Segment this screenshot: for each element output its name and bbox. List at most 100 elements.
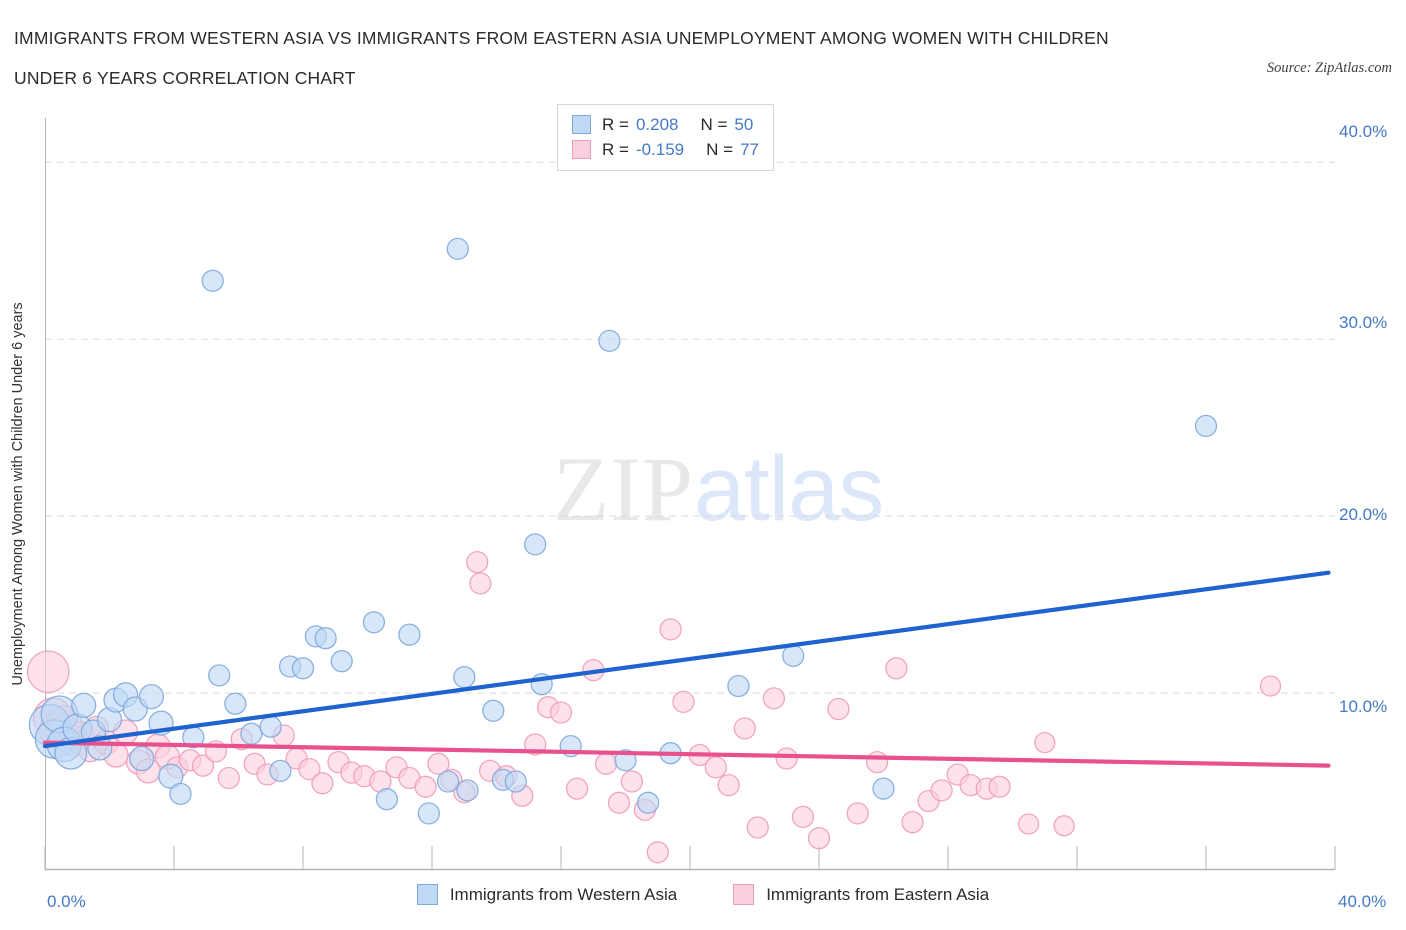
- data-point[interactable]: [733, 717, 756, 740]
- data-point[interactable]: [311, 772, 334, 795]
- data-point[interactable]: [827, 697, 850, 721]
- data-point[interactable]: [240, 722, 263, 745]
- data-point[interactable]: [727, 674, 750, 698]
- trendline: [42, 740, 1331, 768]
- data-point[interactable]: [775, 747, 798, 770]
- data-point[interactable]: [930, 779, 953, 802]
- data-point[interactable]: [138, 683, 165, 710]
- data-point[interactable]: [672, 690, 695, 714]
- data-point[interactable]: [598, 329, 621, 353]
- page-title-line-1: IMMIGRANTS FROM WESTERN ASIA VS IMMIGRAN…: [14, 28, 1109, 48]
- data-point[interactable]: [782, 644, 805, 668]
- y-tick-label-10: 10.0%: [1339, 697, 1388, 716]
- y-tick-label-20: 20.0%: [1339, 505, 1388, 524]
- data-point[interactable]: [158, 763, 184, 789]
- trendline: [42, 570, 1331, 749]
- stat-r-value-pink: -0.159: [635, 139, 685, 159]
- data-point[interactable]: [504, 770, 527, 793]
- data-point[interactable]: [885, 657, 908, 680]
- page-title-line-2: UNDER 6 YEARS CORRELATION CHART: [14, 68, 356, 88]
- y-tick-label-30: 30.0%: [1339, 313, 1388, 332]
- data-point[interactable]: [427, 752, 450, 775]
- data-point[interactable]: [417, 802, 440, 825]
- data-point[interactable]: [469, 572, 492, 595]
- source-attribution: Source: ZipAtlas.com: [1266, 60, 1392, 76]
- correlation-stats-legend: R = 0.208 N = 50 R = -0.159 N = 77: [557, 104, 774, 171]
- data-point[interactable]: [362, 611, 386, 634]
- data-point[interactable]: [636, 791, 660, 814]
- data-point[interactable]: [872, 777, 895, 800]
- data-point[interactable]: [71, 692, 97, 719]
- stat-n-value-blue: 50: [734, 114, 754, 134]
- data-point[interactable]: [865, 750, 889, 774]
- data-point[interactable]: [466, 550, 489, 574]
- data-point[interactable]: [1194, 414, 1218, 438]
- data-point[interactable]: [988, 775, 1011, 798]
- data-point[interactable]: [1034, 731, 1056, 754]
- data-point[interactable]: [791, 805, 815, 829]
- stat-r-label-blue: R =: [602, 114, 629, 134]
- data-point[interactable]: [208, 664, 231, 687]
- stat-r-value-blue: 0.208: [635, 114, 679, 134]
- legend-item-western-asia[interactable]: Immigrants from Western Asia: [416, 884, 678, 905]
- stat-row-eastern-asia: R = -0.159 N = 77: [572, 137, 759, 162]
- data-point[interactable]: [26, 650, 70, 694]
- data-point[interactable]: [717, 773, 740, 797]
- stat-n-label-blue: N =: [700, 114, 728, 134]
- data-point[interactable]: [549, 701, 573, 724]
- stat-swatch-blue-icon: [572, 115, 591, 134]
- data-point[interactable]: [453, 665, 476, 689]
- stat-r-label-pink: R =: [602, 139, 629, 159]
- data-point[interactable]: [314, 627, 337, 650]
- data-point[interactable]: [646, 841, 669, 864]
- data-point[interactable]: [375, 788, 399, 811]
- data-point[interactable]: [169, 782, 192, 806]
- data-point[interactable]: [762, 687, 786, 710]
- legend-swatch-pink-icon: [733, 884, 755, 905]
- plot-area: [26, 118, 1336, 871]
- y-axis-title: Unemployment Among Women with Children U…: [10, 302, 26, 686]
- data-point[interactable]: [224, 692, 247, 715]
- data-point[interactable]: [436, 770, 460, 793]
- data-point[interactable]: [620, 770, 644, 793]
- series-legend: Immigrants from Western Asia Immigrants …: [0, 884, 1406, 905]
- x-axis-ticks: [44, 846, 1336, 870]
- data-point[interactable]: [291, 657, 315, 680]
- data-point[interactable]: [746, 816, 769, 839]
- scatter-plot-canvas: [26, 118, 1336, 871]
- page-title: IMMIGRANTS FROM WESTERN ASIA VS IMMIGRAN…: [14, 18, 1214, 98]
- data-point[interactable]: [330, 650, 353, 673]
- data-point[interactable]: [446, 237, 469, 261]
- data-point[interactable]: [482, 699, 505, 722]
- data-point[interactable]: [191, 754, 215, 777]
- data-point[interactable]: [524, 533, 547, 556]
- y-tick-label-40: 40.0%: [1339, 122, 1388, 141]
- data-point[interactable]: [456, 779, 479, 802]
- data-point[interactable]: [1017, 813, 1040, 835]
- data-point[interactable]: [846, 802, 869, 825]
- data-point[interactable]: [1053, 815, 1075, 837]
- data-point[interactable]: [704, 756, 727, 779]
- data-point[interactable]: [901, 811, 924, 834]
- data-point[interactable]: [298, 757, 321, 781]
- data-point[interactable]: [565, 777, 589, 800]
- data-point[interactable]: [659, 618, 682, 641]
- legend-label-eastern-asia: Immigrants from Eastern Asia: [766, 884, 990, 904]
- data-point[interactable]: [1259, 675, 1282, 697]
- data-point[interactable]: [201, 269, 224, 292]
- data-point[interactable]: [398, 623, 421, 646]
- data-point[interactable]: [807, 827, 831, 850]
- data-point[interactable]: [607, 791, 631, 814]
- x-tick-label-max: 40.0%: [1338, 892, 1387, 911]
- data-points-eastern-asia[interactable]: [26, 550, 1282, 864]
- data-point[interactable]: [414, 775, 437, 798]
- legend-label-western-asia: Immigrants from Western Asia: [449, 884, 678, 904]
- data-point[interactable]: [594, 752, 618, 775]
- stat-n-label-pink: N =: [706, 139, 734, 159]
- data-point[interactable]: [129, 745, 155, 772]
- legend-item-eastern-asia[interactable]: Immigrants from Eastern Asia: [733, 884, 989, 905]
- data-point[interactable]: [269, 759, 292, 783]
- data-point[interactable]: [259, 715, 282, 738]
- data-point[interactable]: [217, 766, 240, 790]
